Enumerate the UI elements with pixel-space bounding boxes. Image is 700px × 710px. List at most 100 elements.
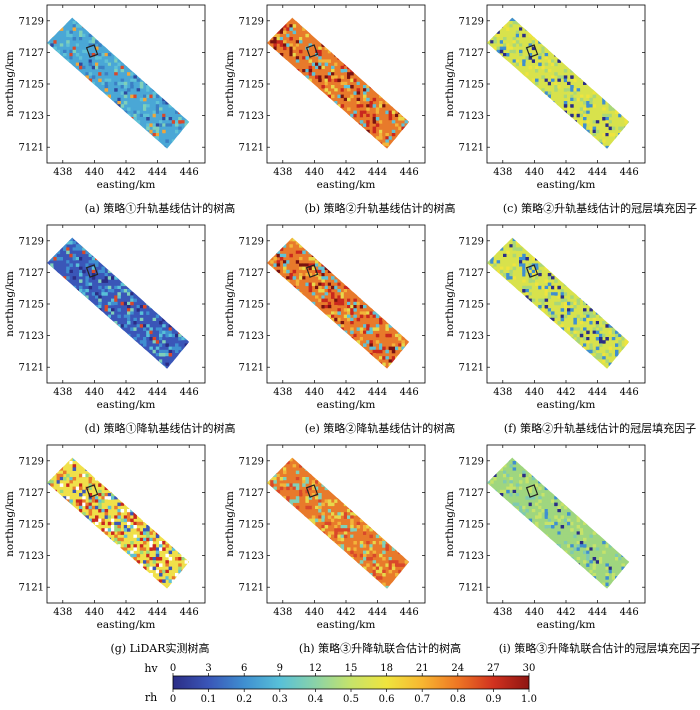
x-tick-label: 442: [116, 167, 135, 178]
x-tick-label: 446: [400, 387, 419, 398]
hv-label: hv: [144, 662, 158, 675]
y-tick-label: 7127: [459, 48, 484, 59]
hv-tick: 18: [380, 663, 393, 674]
x-tick-label: 444: [368, 607, 387, 618]
y-tick-label: 7121: [459, 143, 484, 154]
hv-tick: 21: [416, 663, 429, 674]
y-tick-label: 7123: [459, 551, 484, 562]
y-tick-label: 7123: [459, 111, 484, 122]
x-tick-label: 446: [620, 387, 639, 398]
x-tick-label: 438: [493, 607, 512, 618]
x-axis-label: easting/km: [537, 179, 596, 191]
rh-tick: 0.4: [307, 694, 323, 705]
rh-tick: 1.0: [521, 694, 537, 705]
x-axis-label: easting/km: [317, 399, 376, 411]
y-tick-label: 7123: [239, 331, 264, 342]
hv-tick: 30: [523, 663, 536, 674]
x-axis-label: easting/km: [317, 179, 376, 191]
x-tick-label: 438: [273, 167, 292, 178]
y-axis-label: northing/km: [224, 51, 236, 117]
y-tick-label: 7121: [19, 583, 44, 594]
y-tick-label: 7123: [19, 551, 44, 562]
caption-i: (i) 策略③升降轨联合估计的冠层填充因子: [485, 640, 700, 656]
x-axis-label: easting/km: [317, 619, 376, 631]
y-tick-label: 7129: [19, 456, 44, 467]
y-tick-label: 7125: [459, 80, 484, 91]
x-tick-label: 442: [336, 387, 355, 398]
x-tick-label: 444: [588, 167, 607, 178]
hv-tick: 0: [170, 663, 176, 674]
rh-tick: 0.6: [379, 694, 395, 705]
y-axis-label: northing/km: [4, 51, 16, 117]
caption-h: (h) 策略③升降轨联合估计的树高: [265, 640, 495, 656]
x-tick-label: 438: [53, 167, 72, 178]
x-tick-label: 442: [336, 607, 355, 618]
hv-tick: 3: [205, 663, 211, 674]
y-tick-label: 7125: [239, 520, 264, 531]
x-tick-label: 440: [305, 607, 324, 618]
caption-f: (f) 策略②升轨基线估计的冠层填充因子: [485, 420, 700, 436]
colorbar-gradient: [173, 676, 529, 689]
x-tick-label: 446: [180, 387, 199, 398]
x-tick-label: 444: [368, 167, 387, 178]
y-axis-label: northing/km: [224, 491, 236, 557]
x-tick-label: 446: [180, 167, 199, 178]
hv-tick: 24: [451, 663, 464, 674]
y-tick-label: 7121: [459, 363, 484, 374]
y-tick-label: 7129: [239, 456, 264, 467]
x-tick-label: 444: [588, 387, 607, 398]
y-tick-label: 7121: [19, 143, 44, 154]
x-tick-label: 444: [148, 607, 167, 618]
y-tick-label: 7129: [459, 16, 484, 27]
x-tick-label: 446: [620, 607, 639, 618]
x-tick-label: 440: [85, 167, 104, 178]
x-tick-label: 444: [368, 387, 387, 398]
rh-tick: 0.9: [485, 694, 501, 705]
caption-e: (e) 策略②降轨基线估计的树高: [265, 420, 495, 436]
x-axis-label: easting/km: [97, 399, 156, 411]
x-tick-label: 442: [556, 387, 575, 398]
y-tick-label: 7125: [459, 520, 484, 531]
caption-c: (c) 策略②升轨基线估计的冠层填充因子: [485, 200, 700, 216]
y-tick-label: 7121: [19, 363, 44, 374]
y-tick-label: 7127: [459, 268, 484, 279]
x-tick-label: 438: [273, 607, 292, 618]
x-tick-label: 442: [116, 607, 135, 618]
rh-tick: 0.5: [343, 694, 359, 705]
y-tick-label: 7129: [19, 16, 44, 27]
rh-tick: 0.3: [272, 694, 288, 705]
x-tick-label: 442: [116, 387, 135, 398]
rh-tick: 0.1: [201, 694, 217, 705]
x-axis-label: easting/km: [97, 179, 156, 191]
x-tick-label: 438: [493, 167, 512, 178]
x-tick-label: 440: [305, 387, 324, 398]
y-tick-label: 7125: [19, 300, 44, 311]
y-axis-label: northing/km: [444, 51, 456, 117]
y-tick-label: 7127: [459, 488, 484, 499]
x-axis-label: easting/km: [537, 399, 596, 411]
rh-tick: 0.2: [236, 694, 252, 705]
rh-tick: 0: [170, 694, 176, 705]
hv-tick: 6: [241, 663, 247, 674]
x-tick-label: 442: [336, 167, 355, 178]
caption-d: (d) 策略①降轨基线估计的树高: [45, 420, 275, 436]
y-axis-label: northing/km: [4, 271, 16, 337]
hv-tick: 12: [309, 663, 322, 674]
y-tick-label: 7129: [459, 236, 484, 247]
y-tick-label: 7123: [239, 551, 264, 562]
y-tick-label: 7127: [19, 48, 44, 59]
y-tick-label: 7121: [459, 583, 484, 594]
hv-tick: 27: [487, 663, 500, 674]
y-tick-label: 7127: [239, 488, 264, 499]
y-tick-label: 7125: [19, 80, 44, 91]
x-tick-label: 446: [620, 167, 639, 178]
caption-g: (g) LiDAR实测树高: [45, 640, 275, 656]
